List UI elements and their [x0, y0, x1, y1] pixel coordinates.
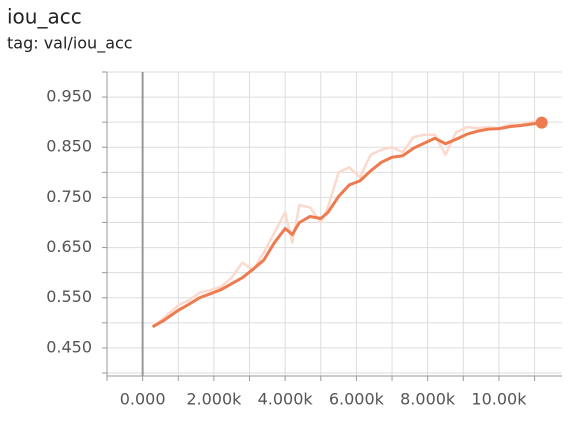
y-tick-label: 0.450: [46, 337, 92, 356]
chart-title: iou_acc: [7, 5, 82, 29]
last-point-marker: [535, 116, 548, 129]
x-tick-label: 6.000k: [329, 390, 385, 409]
series-line: [151, 119, 542, 328]
y-tick-label: 0.950: [46, 87, 92, 106]
y-tick-label: 0.850: [46, 137, 92, 156]
x-tick-label: 8.000k: [400, 390, 456, 409]
y-tick-label: 0.650: [46, 237, 92, 256]
y-tick-label: 0.550: [46, 287, 92, 306]
y-tick-label: 0.750: [46, 187, 92, 206]
x-tick-label: 2.000k: [186, 390, 242, 409]
series-line: [151, 121, 542, 329]
x-tick-label: 10.00k: [471, 390, 527, 409]
chart-subtitle: tag: val/iou_acc: [7, 34, 133, 54]
x-tick-label: 4.000k: [258, 390, 314, 409]
x-tick-label: 0.000: [120, 390, 166, 409]
